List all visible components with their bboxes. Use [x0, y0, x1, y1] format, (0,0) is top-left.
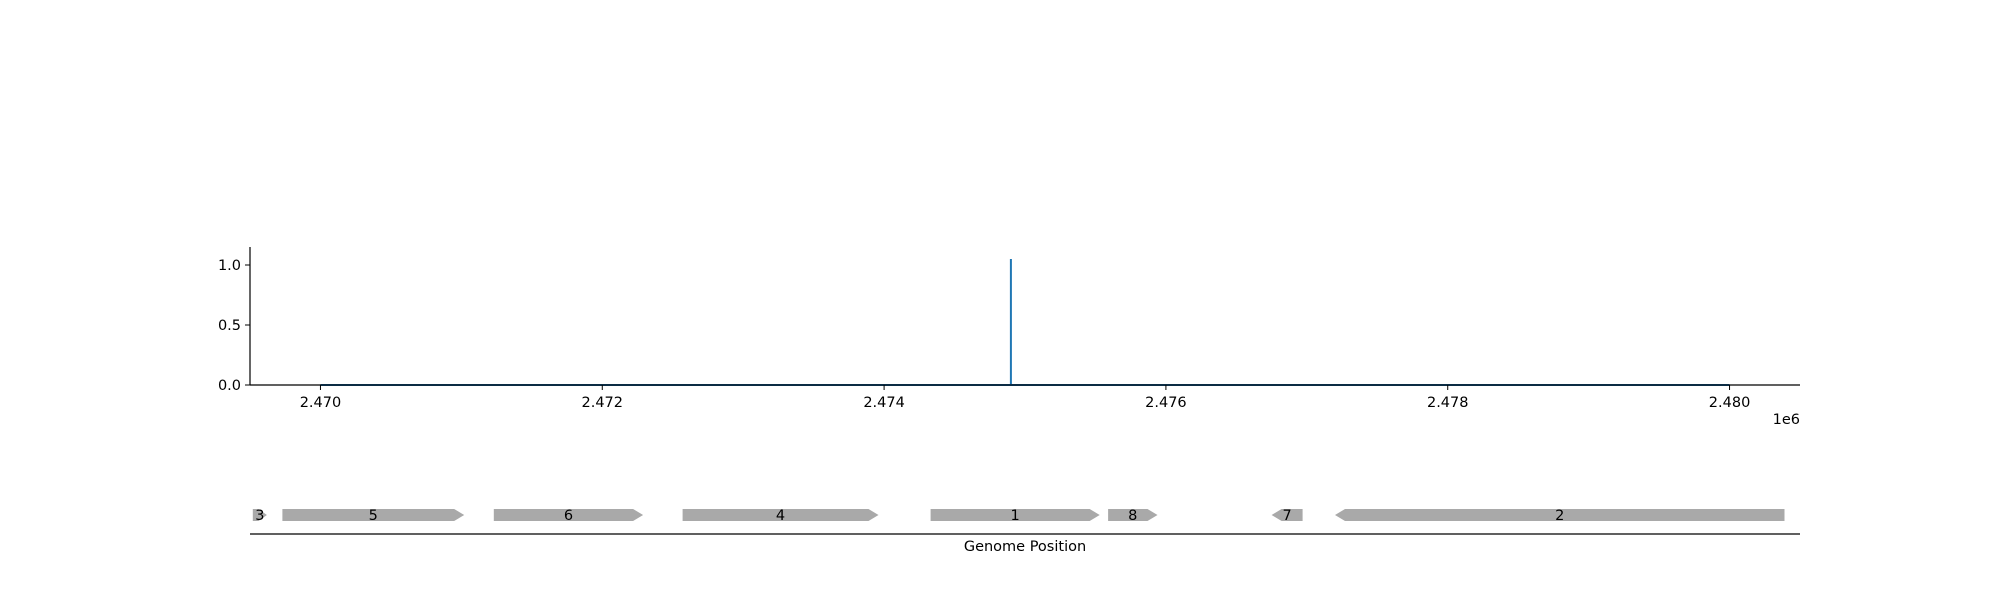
gene-feature-arrow [682, 509, 879, 521]
gene-feature-label: 4 [776, 508, 785, 524]
y-tick-label: 0.5 [218, 318, 241, 334]
gene-feature-label: 7 [1282, 508, 1291, 524]
gene-feature-label: 6 [564, 508, 573, 524]
x-axis-label: Genome Position [964, 539, 1086, 555]
x-tick-label: 2.470 [300, 395, 342, 411]
gene-feature-arrow [1108, 509, 1158, 521]
gene-feature-label: 5 [369, 508, 378, 524]
x-tick-label: 2.472 [582, 395, 624, 411]
gene-feature-label: 3 [255, 508, 264, 524]
y-tick-label: 1.0 [218, 258, 241, 274]
x-tick-label: 2.474 [863, 395, 905, 411]
y-ticks: 0.0 0.5 1.0 [218, 258, 250, 394]
gene-feature-label: 8 [1128, 508, 1137, 524]
y-tick-label: 0.0 [218, 378, 241, 394]
x-tick-label: 2.480 [1709, 395, 1751, 411]
gene-feature-arrow [1271, 509, 1303, 521]
gene-feature-arrow [1335, 509, 1785, 521]
x-offset-label: 1e6 [1773, 412, 1800, 428]
x-tick-label: 2.478 [1427, 395, 1469, 411]
coverage-plot: 2.470 2.472 2.474 2.476 2.478 2.480 0.0 0.5 1.0… [218, 247, 1800, 428]
x-ticks: 2.470 2.472 2.474 2.476 2.478 2.480 [300, 385, 1751, 411]
gene-feature-arrow [930, 509, 1100, 521]
gene-feature-arrow [493, 509, 644, 521]
coverage-line [320, 259, 1730, 386]
x-tick-label: 2.476 [1145, 395, 1187, 411]
gene-track: 3 5 6 4 1 8 7 2 Genome Position [250, 508, 1800, 555]
gene-feature-arrow [252, 509, 267, 521]
gene-feature-arrow [282, 509, 465, 521]
gene-features: 3 5 6 4 1 8 7 2 [252, 508, 1785, 524]
gene-feature-label: 2 [1555, 508, 1564, 524]
gene-feature-label: 1 [1010, 508, 1019, 524]
